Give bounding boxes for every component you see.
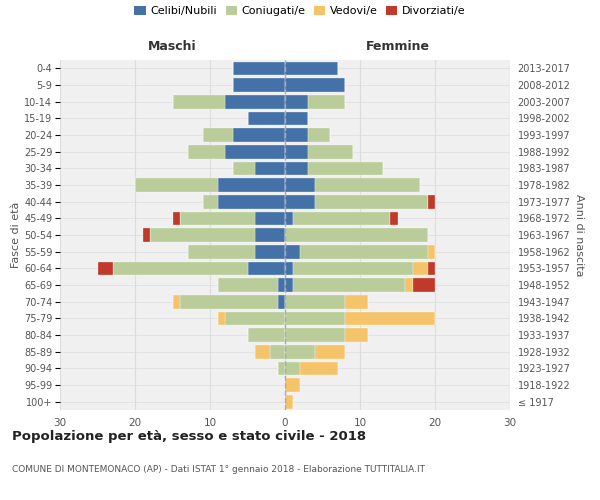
Bar [285,62,337,75]
Bar [255,345,270,358]
Bar [173,295,180,308]
Bar [285,312,345,325]
Bar [270,345,285,358]
Bar [345,295,367,308]
Bar [203,128,233,142]
Bar [255,245,285,258]
Bar [233,62,285,75]
Bar [300,362,337,375]
Bar [285,328,345,342]
Bar [308,128,330,142]
Bar [150,228,255,242]
Bar [255,212,285,225]
Bar [277,295,285,308]
Bar [218,312,225,325]
Bar [225,312,285,325]
Bar [255,162,285,175]
Bar [285,162,308,175]
Bar [285,362,300,375]
Bar [413,278,435,292]
Bar [255,228,285,242]
Bar [285,212,293,225]
Bar [285,195,315,208]
Bar [248,328,285,342]
Bar [277,278,285,292]
Y-axis label: Anni di nascita: Anni di nascita [574,194,584,276]
Bar [285,378,300,392]
Bar [315,178,420,192]
Bar [427,245,435,258]
Legend: Celibi/Nubili, Coniugati/e, Vedovi/e, Divorziati/e: Celibi/Nubili, Coniugati/e, Vedovi/e, Di… [134,6,466,16]
Bar [248,112,285,125]
Bar [427,195,435,208]
Bar [405,278,413,292]
Bar [203,195,218,208]
Bar [285,278,293,292]
Bar [113,262,248,275]
Bar [390,212,398,225]
Bar [308,145,353,158]
Bar [300,245,427,258]
Bar [308,95,345,108]
Bar [285,95,308,108]
Bar [218,278,277,292]
Bar [285,178,315,192]
Bar [187,245,255,258]
Bar [285,295,345,308]
Bar [285,395,293,408]
Bar [277,362,285,375]
Bar [97,262,113,275]
Text: Maschi: Maschi [148,40,197,52]
Bar [135,178,218,192]
Bar [173,95,225,108]
Bar [218,178,285,192]
Bar [225,145,285,158]
Bar [285,228,427,242]
Bar [315,345,345,358]
Bar [315,195,427,208]
Text: Femmine: Femmine [365,40,430,52]
Bar [427,262,435,275]
Bar [218,195,285,208]
Bar [345,328,367,342]
Bar [187,145,225,158]
Y-axis label: Fasce di età: Fasce di età [11,202,21,268]
Bar [285,128,308,142]
Bar [285,112,308,125]
Bar [180,295,277,308]
Bar [173,212,180,225]
Bar [285,345,315,358]
Bar [285,262,293,275]
Bar [248,262,285,275]
Bar [308,162,383,175]
Bar [233,128,285,142]
Bar [285,145,308,158]
Bar [293,278,405,292]
Bar [143,228,150,242]
Bar [285,78,345,92]
Text: Popolazione per età, sesso e stato civile - 2018: Popolazione per età, sesso e stato civil… [12,430,366,443]
Bar [180,212,255,225]
Bar [345,312,435,325]
Bar [225,95,285,108]
Bar [233,162,255,175]
Bar [293,262,413,275]
Bar [285,245,300,258]
Bar [413,262,427,275]
Bar [293,212,390,225]
Bar [233,78,285,92]
Text: COMUNE DI MONTEMONACO (AP) - Dati ISTAT 1° gennaio 2018 - Elaborazione TUTTITALI: COMUNE DI MONTEMONACO (AP) - Dati ISTAT … [12,465,425,474]
